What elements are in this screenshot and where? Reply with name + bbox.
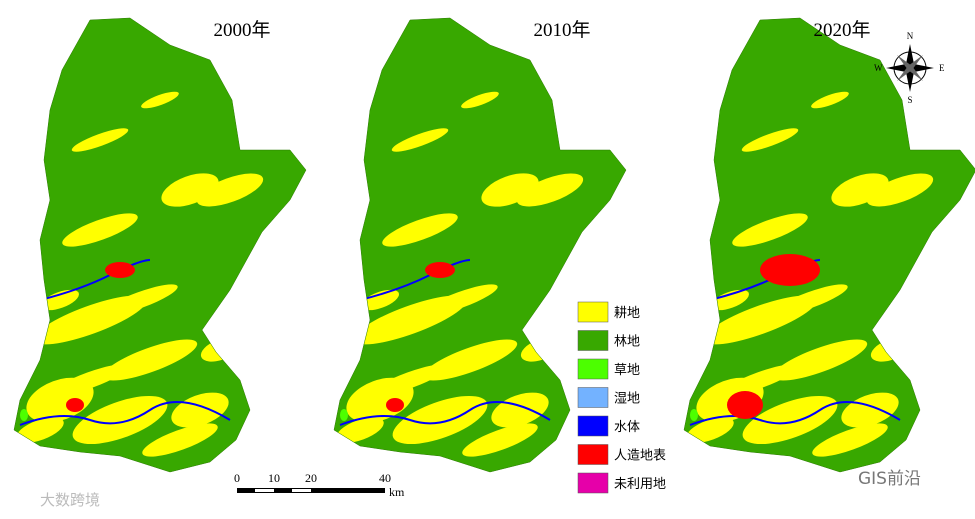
south: S [907,95,912,105]
watermark: 大数跨境 [40,491,100,509]
wetland [20,409,28,421]
legend-swatch [577,330,609,351]
legend-label: 未利用地 [614,477,666,492]
scale-label: 20 [305,471,317,485]
legend-swatch [577,301,609,323]
legend-swatch [577,387,609,408]
map-title: 2010年 [533,19,590,41]
cropland [196,173,264,207]
legend-label: 人造地表 [614,449,666,464]
cropland [462,423,538,457]
urban [66,398,84,412]
legend-label: 湿地 [614,392,640,407]
urban [760,254,820,286]
cropland [461,91,499,109]
urban [386,398,404,412]
cropland [102,339,198,381]
cropland [372,364,448,396]
scale-bar: 0 10 20 40 km [234,471,405,499]
cropland [711,289,749,311]
cropland [866,173,934,207]
urban [727,391,763,419]
scale-label: 0 [234,471,240,485]
river [339,401,551,426]
urban [105,262,135,278]
legend-label: 林地 [614,335,640,350]
legend-label: 草地 [614,363,640,378]
cropland [811,91,849,109]
cropland [772,284,848,316]
legend-swatch [577,415,609,437]
map-body [14,18,306,472]
west: W [874,63,883,73]
cropland [422,339,518,381]
map-title: 2020年 [813,19,870,41]
cropland [841,392,899,428]
cropland [336,417,384,443]
cropland [171,392,229,428]
scale-label: 40 [379,471,391,485]
land-cover-map [333,17,627,473]
river [19,401,231,426]
cropland [142,423,218,457]
legend-swatch [577,358,609,380]
cropland [102,284,178,316]
map-body [684,18,975,472]
cropland [52,364,128,396]
cropland [62,213,138,247]
wetland [340,409,348,421]
cropland [722,364,798,396]
cropland [141,91,179,109]
east: E [939,63,945,73]
scale-unit: km [389,485,405,499]
north: N [907,31,914,41]
scale-label: 10 [268,471,280,485]
cropland [41,289,79,311]
legend-swatch [577,472,609,494]
cropland [361,289,399,311]
cropland [772,339,868,381]
wetland [690,409,698,421]
cropland [16,417,64,443]
cropland [742,395,838,445]
cropland [686,417,734,443]
cropland [741,128,799,152]
map-body [334,18,626,472]
cropland [491,392,549,428]
cropland [72,395,168,445]
cropland [391,128,449,152]
legend-label: 耕地 [614,305,640,321]
cropland [516,173,584,207]
map-title: 2000年 [213,19,270,41]
river [689,401,901,426]
land-cover-map [683,17,975,473]
legend-label: 水体 [614,420,640,435]
compass: N S E W [874,31,945,105]
urban [425,262,455,278]
cropland [812,423,888,457]
cropland [732,213,808,247]
legend-swatch [577,444,609,465]
cropland [71,128,129,152]
cropland [382,213,458,247]
land-cover-map [13,17,307,473]
cropland [392,395,488,445]
cropland [422,284,498,316]
watermark: GIS前沿 [858,469,921,489]
